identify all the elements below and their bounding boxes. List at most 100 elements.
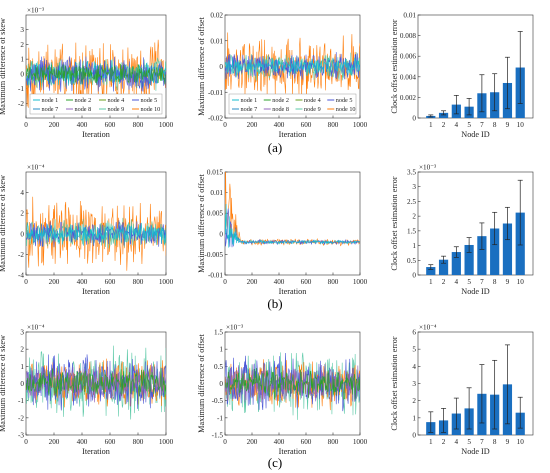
c-right-ytick-label: 2 <box>412 397 416 405</box>
chart-a-left: -2 -1 0 1 2 3 ×10⁻³ Maximum difference of skew I… <box>0 7 174 140</box>
b-right-category-label: 4 <box>455 278 459 286</box>
b-left-ytick-label: -4 <box>18 272 24 280</box>
a-left-xtick-label: 0 <box>24 121 28 129</box>
row-label-c: (c) <box>267 455 283 470</box>
a-left-series-line <box>26 63 166 85</box>
b-mid-xtick-label: 600 <box>301 278 312 286</box>
b-right-ytick-label: 0.5 <box>407 257 416 265</box>
c-mid-ytick-label: 1 <box>219 346 223 354</box>
b-right-bar <box>477 236 487 275</box>
c-left-series-line <box>26 367 166 397</box>
c-left-ytick-label: -3 <box>18 432 24 440</box>
a-mid-legend: node 1 node 2 node 4 node 5 node 7 node 8 node… <box>228 93 357 115</box>
row-label-a: (a) <box>267 140 283 155</box>
a-left-xtick-label: 400 <box>77 121 88 129</box>
b-mid-xtick-label: 800 <box>328 278 339 286</box>
b-right-ytick-label: 2.5 <box>407 198 416 206</box>
c-left-ytick-label: 3 <box>20 329 24 337</box>
a-right-category-label: 4 <box>455 121 459 129</box>
a-left-ytick-label: 2 <box>20 41 24 49</box>
a-mid-xtick-label: 400 <box>274 121 285 129</box>
b-left-series-line <box>26 222 166 246</box>
c-right-exponent-label: ×10⁻⁴ <box>419 324 437 332</box>
c-left-ytick-label: 2 <box>20 346 24 354</box>
c-mid-xtick-label: 0 <box>223 438 227 446</box>
a-left-legend-label: node 9 <box>108 106 125 113</box>
a-right-ytick-label: 0.006 <box>400 53 417 61</box>
c-left-xtick-label: 200 <box>49 438 60 446</box>
a-mid-ylabel: Maximum difference of offset <box>197 16 206 115</box>
b-left-xtick-label: 0 <box>24 278 28 286</box>
b-right-ytick-label: 1 <box>412 242 416 250</box>
b-right-bar <box>451 252 461 275</box>
a-mid-ytick-label: 0.01 <box>210 37 223 45</box>
b-mid-ylabel: Maximum difference of offset <box>197 173 206 272</box>
a-left-legend-label: node 2 <box>75 97 92 104</box>
a-mid-legend-label: node 9 <box>304 106 321 113</box>
a-mid-legend-label: node 5 <box>336 97 353 104</box>
a-right-ylabel: Clock offset estimation error <box>390 19 399 113</box>
c-right-category-label: 2 <box>442 438 446 446</box>
b-left-xtick-label: 600 <box>105 278 116 286</box>
b-left-xtick-label: 200 <box>49 278 60 286</box>
row-label-b: (b) <box>267 296 283 311</box>
c-left-ytick-label: -1 <box>18 397 24 405</box>
c-right-xlabel: Node ID <box>461 447 490 456</box>
c-mid-xtick-label: 1000 <box>353 438 368 446</box>
c-left-xtick-label: 1000 <box>159 438 174 446</box>
b-right-category-label: 1 <box>429 278 433 286</box>
b-left-ylabel: Maximum difference of skew <box>0 175 7 272</box>
b-mid-series-line <box>225 204 360 248</box>
a-right-ytick-label: 0.01 <box>403 12 416 20</box>
a-left-ytick-label: 3 <box>20 26 24 34</box>
b-left-xlabel: Iteration <box>82 287 110 296</box>
a-right-category-label: 10 <box>517 121 525 129</box>
a-left-legend-label: node 10 <box>141 106 161 113</box>
b-right-xlabel: Node ID <box>461 287 490 296</box>
a-left-legend-label: node 8 <box>75 106 92 113</box>
b-right-category-label: 8 <box>493 278 497 286</box>
b-left-xtick-label: 1000 <box>159 278 174 286</box>
b-mid-ytick-label: 0.015 <box>207 169 224 177</box>
c-mid-series-line <box>225 368 360 400</box>
a-left-xtick-label: 800 <box>133 121 144 129</box>
c-mid-xtick-label: 200 <box>247 438 258 446</box>
c-left-ylabel: Maximum difference of skew <box>0 335 7 432</box>
b-right-bar <box>438 259 449 275</box>
b-right-ylabel: Clock offset estimation error <box>390 176 399 270</box>
b-right-category-label: 2 <box>442 278 446 286</box>
a-left-xtick-label: 600 <box>105 121 116 129</box>
c-left-xtick-label: 0 <box>24 438 28 446</box>
b-right-bar <box>426 267 436 275</box>
c-left-xtick-label: 800 <box>133 438 144 446</box>
b-right-bar <box>490 228 500 275</box>
a-left-ytick-label: -1 <box>18 85 24 93</box>
a-mid-series-line <box>225 57 360 77</box>
a-right-bar <box>438 112 449 118</box>
a-right-ytick-label: 0.002 <box>400 94 417 102</box>
a-right-plot-frame <box>417 14 534 119</box>
a-mid-legend-label: node 1 <box>241 97 258 104</box>
a-right-category-label: 2 <box>442 121 446 129</box>
b-right-ytick-label: 3 <box>412 183 416 191</box>
b-right-ytick-label: 1.5 <box>407 227 416 235</box>
a-right-category-label: 1 <box>429 121 433 129</box>
c-mid-xtick-label: 800 <box>328 438 339 446</box>
c-left-xtick-label: 600 <box>105 438 116 446</box>
a-right-category-label: 8 <box>493 121 497 129</box>
a-right-category-label: 7 <box>480 121 484 129</box>
a-mid-xtick-label: 0 <box>223 121 227 129</box>
b-right-plot-frame <box>417 171 534 276</box>
chart-a-mid: -0.02 -0.01 0 0.01 0.02 Maximum difference of… <box>197 12 368 140</box>
c-mid-ylabel: Maximum difference of offset <box>197 333 206 432</box>
a-mid-legend-label: node 2 <box>272 97 289 104</box>
a-left-legend-box <box>29 93 163 115</box>
chart-a-right: 0 0.002 0.004 0.006 0.008 0.01 Clock offset es… <box>390 12 534 139</box>
a-left-ylabel: Maximum difference of skew <box>0 18 7 115</box>
c-right-ytick-label: 4 <box>412 363 416 371</box>
c-right-ytick-label: 3 <box>412 380 416 388</box>
a-left-legend-label: node 7 <box>42 106 59 113</box>
a-left-xtick-label: 200 <box>49 121 60 129</box>
b-mid-xtick-label: 200 <box>247 278 258 286</box>
